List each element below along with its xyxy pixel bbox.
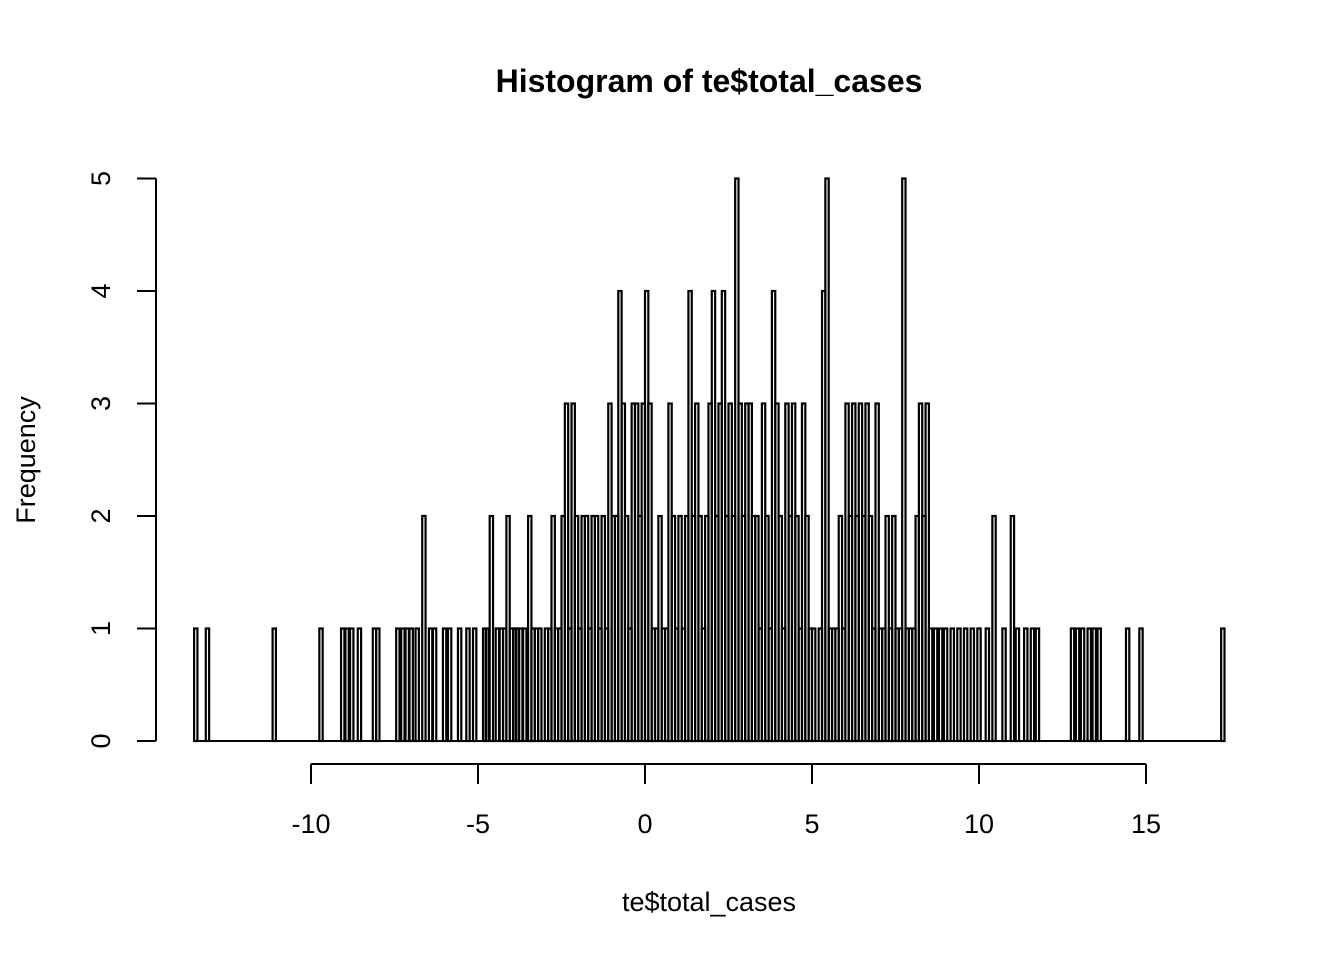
histogram-bar (441, 627, 448, 743)
histogram-bar (356, 627, 363, 743)
histogram-bar (271, 627, 278, 743)
histogram-bar (563, 402, 570, 743)
histogram-bar (488, 514, 495, 743)
histogram-bar (1079, 627, 1086, 743)
histogram-bar (1014, 627, 1021, 743)
histogram-bar (339, 627, 346, 743)
histogram-bar (348, 627, 355, 743)
histogram-bar (932, 627, 939, 743)
histogram-bars (193, 177, 1226, 743)
histogram-bar (942, 627, 949, 743)
histogram-bar (991, 514, 997, 743)
histogram-bar (431, 627, 438, 743)
histogram-bar (1096, 627, 1103, 743)
histogram-bar (1138, 627, 1144, 743)
histogram-bar (984, 627, 991, 743)
histogram-bar (949, 627, 956, 743)
histogram-bar (1074, 627, 1081, 743)
histogram-bar (408, 627, 414, 743)
histogram-bar (1124, 627, 1131, 743)
y-tick-label: 1 (86, 621, 116, 636)
y-tick-label: 3 (86, 396, 116, 411)
histogram-bar (969, 627, 976, 743)
histogram-bar (1001, 627, 1007, 743)
y-tick-label: 4 (86, 283, 116, 298)
histogram-bar (956, 627, 962, 743)
histogram-bar (494, 627, 501, 743)
y-axis-label: Frequency (11, 396, 41, 524)
histogram-bar (1069, 627, 1076, 743)
histogram-bar (400, 627, 406, 743)
y-tick-label: 2 (86, 508, 116, 523)
x-tick-label: 5 (804, 809, 819, 839)
histogram-bar (924, 402, 930, 743)
histogram-bar (901, 177, 907, 743)
x-tick-label: 0 (637, 809, 652, 839)
histogram-bar (1034, 627, 1041, 743)
histogram-bar (810, 627, 817, 743)
histogram-bar (471, 627, 478, 743)
histogram-bar (517, 627, 524, 743)
histogram-bar (927, 627, 934, 743)
y-axis: 0 1 2 3 4 5 (86, 171, 157, 749)
histogram-bar (456, 627, 463, 743)
x-tick-label: -10 (291, 809, 330, 839)
histogram-bar (647, 402, 653, 743)
x-tick-label: 10 (964, 809, 994, 839)
histogram-bar (1091, 627, 1098, 743)
histogram-bar (1086, 627, 1092, 743)
y-tick-label: 5 (86, 171, 116, 186)
histogram-bar (1029, 627, 1036, 743)
x-tick-label: -5 (466, 809, 490, 839)
histogram-bar (427, 627, 434, 743)
histogram-bar (414, 627, 420, 743)
histogram-bar (318, 627, 324, 743)
histogram-bar (375, 627, 381, 743)
histogram-bar (976, 627, 982, 743)
chart-title: Histogram of te$total_cases (496, 63, 923, 99)
histogram-bar (1022, 627, 1029, 743)
histogram-bar (446, 627, 453, 743)
histogram-bar (824, 177, 830, 743)
histogram-bar (421, 514, 427, 743)
histogram-bar (344, 627, 350, 743)
x-axis: -10 -5 0 5 10 15 (291, 763, 1161, 839)
histogram-bar (404, 627, 410, 743)
x-axis-label: te$total_cases (622, 887, 796, 917)
histogram-bar (1220, 627, 1226, 743)
histogram-bar (874, 402, 880, 743)
x-tick-label: 15 (1131, 809, 1161, 839)
y-tick-label: 0 (86, 733, 116, 748)
histogram-bar (193, 627, 199, 743)
histogram-bar (204, 627, 211, 743)
histogram-bar (937, 627, 944, 743)
histogram-bar (537, 627, 543, 743)
histogram-bar (962, 627, 969, 743)
histogram-bar (521, 627, 528, 743)
histogram-bar (1009, 514, 1016, 743)
histogram-bar (395, 627, 401, 743)
histogram-bar (465, 627, 471, 743)
